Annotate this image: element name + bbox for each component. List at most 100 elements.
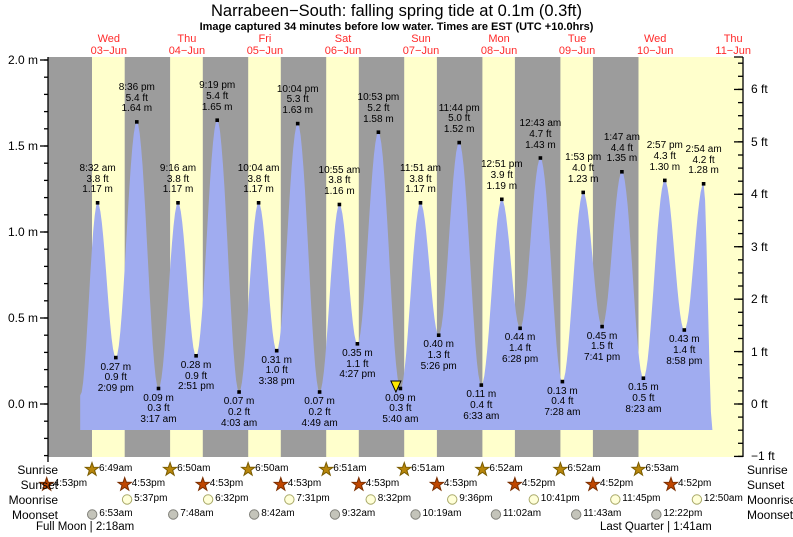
y-axis-m-tick-label: 0.0 m — [7, 397, 38, 411]
tide-point-label: 10:04 pm 5.3 ft 1.63 m — [276, 83, 319, 117]
tide-point-dot — [418, 201, 423, 205]
day-label: Tue 09−Jun — [558, 33, 596, 57]
page-title: Narrabeen−South: falling spring tide at … — [210, 2, 582, 20]
moonset-time: 9:32am — [341, 508, 376, 519]
sunrise-time: 6:50am — [177, 463, 211, 474]
moonset-row-label-left: Moonset — [11, 508, 58, 522]
tide-point-label: 0.28 m 0.9 ft 2:51 pm — [178, 359, 215, 393]
y-axis-ft-tick-label: 4 ft — [751, 187, 768, 202]
sunrise-time: 6:51am — [333, 463, 367, 474]
sunset-time: 4:52pm — [599, 478, 634, 489]
sunrise-time: 6:49am — [99, 463, 133, 474]
tide-point-dot — [500, 197, 504, 202]
moonset-circle-icon — [86, 509, 98, 520]
tide-point-label: 9:19 pm 5.4 ft 1.65 m — [199, 80, 236, 113]
sunset-star-icon — [272, 475, 289, 492]
tide-point-label: 11:44 pm 5.0 ft 1.52 m — [438, 102, 480, 136]
y-axis-ft-tick-label: −1 ft — [751, 449, 775, 464]
sunrise-time: 6:52am — [567, 463, 601, 474]
moonrise-time: 12:50am — [703, 493, 743, 504]
sunset-time: 4:52pm — [678, 478, 712, 489]
moonset-circle-icon — [410, 509, 421, 520]
tide-point-dot — [256, 201, 261, 205]
moonrise-row-label-right: Moonrise — [747, 493, 793, 507]
y-axis-m-tick-label: 1.5 m — [7, 139, 38, 153]
moonrise-circle-icon — [691, 494, 703, 505]
sunrise-star-icon — [161, 460, 179, 477]
moonrise-time: 7:31pm — [296, 493, 330, 504]
sunrise-row-label-right: Sunrise — [747, 463, 788, 477]
sunrise-time: 6:52am — [489, 463, 523, 474]
sunset-time: 4:53pm — [443, 478, 478, 489]
y-axis-m-tick-label: 0.5 m — [7, 311, 38, 325]
tide-point-dot — [355, 342, 360, 346]
sunrise-time: 6:51am — [411, 463, 445, 474]
moonrise-time: 8:32pm — [377, 493, 412, 504]
tide-point-label: 11:51 am 3.8 ft 1.17 m — [400, 162, 441, 196]
tide-point-dot — [479, 383, 484, 387]
tide-point-dot — [600, 324, 604, 329]
day-label: Mon 08−Jun — [480, 33, 518, 57]
tide-point-label: 0.31 m 1.0 ft 3:38 pm — [258, 354, 295, 388]
tide-point-dot — [156, 386, 161, 391]
sunset-row-label-right: Sunset — [747, 478, 785, 492]
moonset-circle-icon — [168, 509, 179, 520]
moonset-circle-icon — [490, 509, 502, 520]
sunset-star-icon — [428, 475, 446, 492]
tide-point-dot — [135, 120, 139, 124]
sunset-star-icon — [506, 475, 523, 492]
day-label: Sat 06−Jun — [324, 33, 362, 57]
tide-point-label: 8:32 am 3.8 ft 1.17 m — [79, 162, 116, 196]
tide-point-label: 10:53 pm 5.2 ft 1.58 m — [357, 92, 400, 125]
moonset-circle-icon — [651, 509, 662, 520]
tide-point-dot — [237, 390, 241, 394]
tide-point-label: 0.45 m 1.5 ft 7:41 pm — [584, 330, 621, 364]
day-label: Thu 11−Jun — [715, 33, 751, 57]
sunset-time: 4:53pm — [209, 478, 244, 489]
moonset-time: 8:42am — [261, 508, 295, 519]
moonrise-time: 10:41pm — [540, 493, 580, 504]
tide-point-label: 0.07 m 0.2 ft 4:03 am — [221, 396, 258, 429]
moonset-row-label-right: Moonset — [747, 508, 793, 522]
tide-point-label: 0.09 m 0.3 ft 3:17 am — [140, 392, 177, 426]
sunset-time: 4:53pm — [131, 478, 166, 489]
moonset-time: 6:53am — [99, 508, 133, 519]
tide-point-dot — [701, 182, 706, 186]
sunrise-star-icon — [83, 460, 101, 477]
moonset-circle-icon — [570, 509, 582, 520]
moonrise-circle-icon — [610, 494, 621, 505]
sunset-star-icon — [350, 475, 367, 492]
tide-point-label: 0.44 m 1.4 ft 6:28 pm — [502, 332, 539, 365]
tide-point-dot — [376, 130, 381, 134]
moonset-time: 11:02am — [502, 508, 542, 519]
tide-point-dot — [518, 326, 522, 331]
tide-level-area — [80, 120, 713, 430]
moonrise-row-label-left: Moonrise — [8, 493, 58, 507]
tide-point-label: 2:57 pm 4.3 ft 1.30 m — [646, 140, 683, 173]
sunset-time: 4:53pm — [287, 478, 322, 489]
tide-point-dot — [663, 178, 667, 183]
moonrise-time: 9:36pm — [459, 493, 493, 504]
tide-point-dot — [295, 121, 300, 126]
sunset-star-icon — [194, 475, 211, 492]
moonset-circle-icon — [329, 509, 341, 520]
sunset-star-icon — [116, 475, 133, 492]
y-axis-ft-tick-label: 1 ft — [751, 344, 768, 359]
tide-point-label: 0.15 m 0.5 ft 8:23 am — [625, 382, 662, 415]
y-axis-ft-tick-label: 6 ft — [751, 82, 768, 97]
tide-point-dot — [114, 355, 118, 360]
moonset-time: 10:19am — [422, 508, 462, 519]
moonrise-circle-icon — [121, 494, 133, 505]
tide-point-dot — [457, 140, 461, 145]
tide-point-dot — [194, 354, 198, 358]
sunrise-star-icon — [552, 460, 569, 477]
moonset-time: 7:48am — [180, 508, 214, 519]
sunrise-star-icon — [630, 460, 647, 477]
tide-point-label: 1:53 pm 4.0 ft 1.23 m — [565, 152, 602, 185]
moonrise-circle-icon — [365, 494, 376, 505]
tide-point-dot — [538, 156, 543, 160]
tide-point-label: 10:55 am 3.8 ft 1.16 m — [318, 164, 361, 198]
moonrise-circle-icon — [284, 494, 295, 505]
moonrise-circle-icon — [528, 494, 540, 505]
y-axis-m-tick-label: 2.0 m — [7, 53, 38, 67]
